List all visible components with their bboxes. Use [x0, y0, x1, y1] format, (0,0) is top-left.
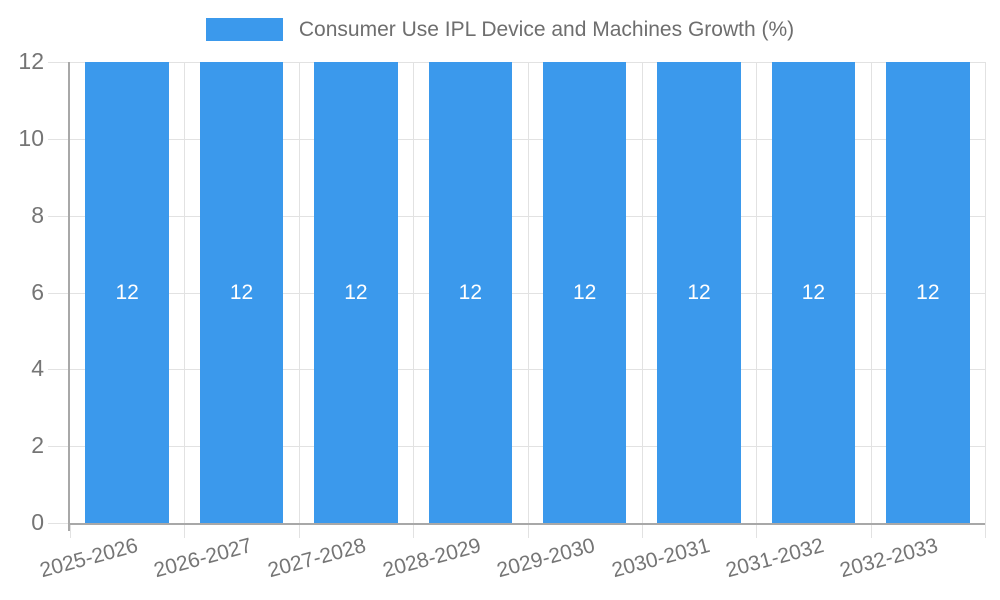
y-gridline [70, 369, 985, 370]
bar-value-label: 12 [458, 280, 483, 304]
bar-2028-2029[interactable]: 12 [428, 62, 513, 523]
x-axis-category-label: 2029-2030 [494, 534, 598, 583]
bar-2025-2026[interactable]: 12 [85, 62, 169, 523]
y-tick-mark [48, 62, 70, 63]
y-gridline [70, 139, 985, 140]
x-axis-category-label: 2027-2028 [265, 534, 369, 583]
x-gridline [985, 62, 986, 523]
x-tick-mark [642, 523, 643, 538]
legend-item[interactable]: Consumer Use IPL Device and Machines Gro… [205, 17, 795, 42]
y-axis-tick-label: 12 [18, 47, 44, 74]
x-axis-category-label: 2030-2031 [609, 534, 713, 583]
legend-color-swatch [205, 18, 283, 42]
x-tick-mark [871, 523, 872, 538]
bar-value-label: 12 [801, 280, 826, 304]
y-tick-mark [48, 446, 70, 447]
bar-value-label: 12 [229, 280, 254, 304]
y-tick-mark [48, 369, 70, 370]
bar-value-label: 12 [572, 280, 597, 304]
y-axis-tick-label: 2 [31, 431, 44, 458]
y-axis-tick-label: 4 [31, 354, 44, 381]
bar-value-label: 12 [687, 280, 711, 304]
y-gridline [70, 446, 985, 447]
x-axis-category-label: 2031-2032 [723, 534, 827, 583]
y-axis-tick-label: 6 [31, 278, 44, 305]
bar-2031-2032[interactable]: 12 [771, 62, 856, 523]
x-axis-category-label: 2028-2029 [380, 534, 484, 583]
x-axis-category-label: 2026-2027 [151, 534, 255, 583]
x-tick-mark [528, 523, 529, 538]
x-tick-mark [985, 523, 986, 538]
x-tick-mark [70, 523, 71, 538]
legend-label: Consumer Use IPL Device and Machines Gro… [298, 18, 795, 41]
bar-2032-2033[interactable]: 12 [886, 62, 970, 523]
bar-2027-2028[interactable]: 12 [314, 62, 398, 523]
x-axis-line [68, 523, 985, 525]
x-gridline [299, 62, 300, 523]
y-axis-tick-label: 0 [31, 508, 44, 535]
x-axis-category-label: 2032-2033 [837, 534, 941, 583]
y-tick-mark [48, 139, 70, 140]
x-gridline [184, 62, 185, 523]
bar-value-label: 12 [115, 280, 139, 304]
y-axis-tick-label: 10 [18, 124, 44, 151]
bar-value-label: 12 [916, 280, 940, 304]
y-axis-tick-label: 8 [31, 201, 44, 228]
y-gridline [70, 62, 985, 63]
x-gridline [413, 62, 414, 523]
x-gridline [871, 62, 872, 523]
x-gridline [642, 62, 643, 523]
y-tick-mark [48, 523, 70, 524]
y-gridline [70, 293, 985, 294]
x-axis-category-label: 2025-2026 [37, 534, 141, 583]
bar-2030-2031[interactable]: 12 [657, 62, 741, 523]
y-gridline [70, 216, 985, 217]
y-tick-mark [48, 216, 70, 217]
bar-2026-2027[interactable]: 12 [199, 62, 284, 523]
x-tick-mark [299, 523, 300, 538]
x-tick-mark [413, 523, 414, 538]
bar-value-label: 12 [344, 280, 368, 304]
x-gridline [528, 62, 529, 523]
chart-legend: Consumer Use IPL Device and Machines Gro… [0, 17, 1000, 42]
y-axis-line [68, 62, 70, 531]
x-tick-mark [756, 523, 757, 538]
bar-2029-2030[interactable]: 12 [542, 62, 627, 523]
x-tick-mark [184, 523, 185, 538]
y-tick-mark [48, 293, 70, 294]
x-gridline [756, 62, 757, 523]
